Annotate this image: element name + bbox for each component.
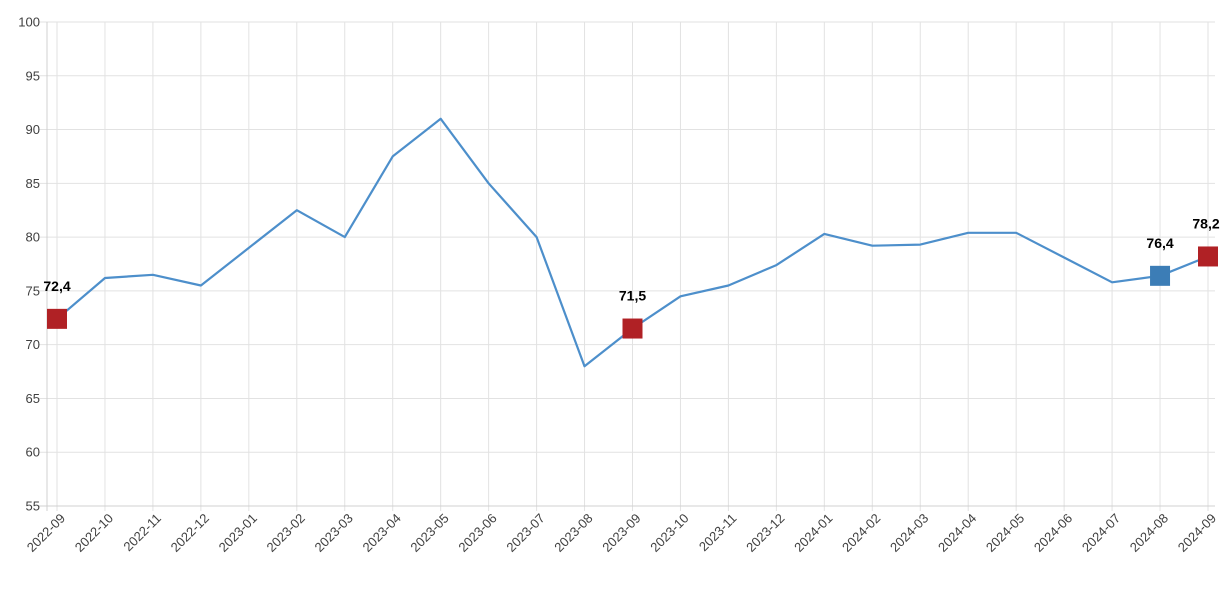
x-axis-label: 2023-07 bbox=[503, 511, 547, 555]
data-point-label: 72,4 bbox=[43, 278, 70, 294]
x-axis-label: 2024-07 bbox=[1079, 511, 1123, 555]
y-axis-label: 90 bbox=[26, 122, 40, 137]
data-point-marker[interactable] bbox=[622, 318, 643, 339]
x-axis-label: 2023-06 bbox=[455, 511, 499, 555]
x-axis-label: 2024-08 bbox=[1127, 511, 1171, 555]
y-axis-label: 80 bbox=[26, 230, 40, 245]
y-axis-label: 95 bbox=[26, 68, 40, 83]
x-axis-label: 2023-05 bbox=[407, 511, 451, 555]
data-point-marker[interactable] bbox=[1150, 265, 1171, 286]
x-axis-label: 2022-11 bbox=[120, 511, 164, 555]
data-point-label: 78,2 bbox=[1192, 215, 1219, 231]
x-axis-label: 2023-08 bbox=[551, 511, 595, 555]
x-axis-label: 2024-04 bbox=[935, 511, 979, 555]
x-axis-label: 2024-06 bbox=[1031, 511, 1075, 555]
x-axis-label: 2023-11 bbox=[696, 511, 740, 555]
data-point-marker[interactable] bbox=[47, 308, 67, 329]
data-point-label: 71,5 bbox=[619, 288, 646, 304]
x-axis-label: 2023-02 bbox=[264, 511, 308, 555]
x-axis-label: 2023-04 bbox=[359, 511, 403, 555]
x-axis-label: 2023-10 bbox=[647, 511, 691, 555]
x-axis-label: 2023-09 bbox=[599, 511, 643, 555]
x-axis-label: 2023-03 bbox=[312, 511, 356, 555]
data-point-label: 76,4 bbox=[1146, 235, 1173, 251]
y-axis-label: 70 bbox=[26, 337, 40, 352]
x-axis-label: 2022-12 bbox=[168, 511, 212, 555]
x-axis-label: 2024-02 bbox=[839, 511, 883, 555]
y-axis-label: 100 bbox=[18, 15, 40, 30]
x-axis-label: 2024-05 bbox=[983, 511, 1027, 555]
x-axis-label: 2023-12 bbox=[743, 511, 787, 555]
x-axis-label: 2023-01 bbox=[216, 511, 260, 555]
y-axis-label: 60 bbox=[26, 445, 40, 460]
x-axis-label: 2024-01 bbox=[791, 511, 835, 555]
y-axis-label: 75 bbox=[26, 283, 40, 298]
x-axis-label: 2022-09 bbox=[24, 511, 68, 555]
data-point-marker[interactable] bbox=[1198, 246, 1218, 267]
x-axis-label: 2024-03 bbox=[887, 511, 931, 555]
y-axis-label: 85 bbox=[26, 176, 40, 191]
y-axis-label: 65 bbox=[26, 391, 40, 406]
x-axis-label: 2024-09 bbox=[1175, 511, 1219, 555]
x-axis-label: 2022-10 bbox=[72, 511, 116, 555]
y-axis-label: 55 bbox=[26, 499, 40, 514]
